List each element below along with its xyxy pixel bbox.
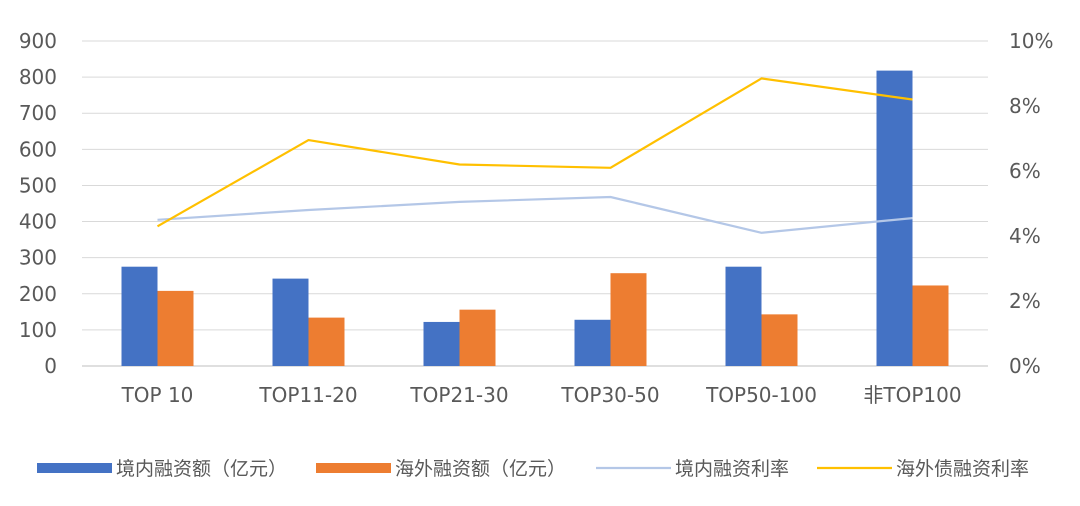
bar-domestic xyxy=(574,319,611,366)
bar-domestic xyxy=(121,266,158,366)
line-overseas-rate xyxy=(156,77,913,228)
category-axis-ticks: TOP 10 TOP11-20 TOP21-30 TOP30-50 TOP50-100 非… xyxy=(121,383,962,407)
right-axis-tick-label: 8% xyxy=(1009,94,1041,118)
right-axis-ticks: 0% 2% 4% 6% 8% 10% xyxy=(1009,29,1053,378)
bar-overseas xyxy=(610,273,647,366)
left-axis-tick-label: 100 xyxy=(19,318,57,342)
bar-overseas xyxy=(761,314,798,366)
bar-overseas xyxy=(157,290,194,366)
left-axis-ticks: 0 100 200 300 400 500 600 700 800 900 xyxy=(19,29,57,378)
bar-domestic xyxy=(423,321,460,366)
legend: 境内融资额（亿元） 海外融资额（亿元） 境内融资利率 海外债融资利率 xyxy=(37,458,1029,480)
left-axis-tick-label: 800 xyxy=(19,65,57,89)
category-label: TOP50-100 xyxy=(705,383,817,407)
line-domestic-rate xyxy=(157,195,913,234)
category-label: TOP 10 xyxy=(121,383,194,407)
category-label: TOP21-30 xyxy=(409,383,508,407)
category-label: TOP30-50 xyxy=(560,383,659,407)
right-axis-tick-label: 0% xyxy=(1009,354,1041,378)
bar-series xyxy=(121,70,949,366)
right-axis-tick-label: 6% xyxy=(1009,159,1041,183)
left-axis-tick-label: 700 xyxy=(19,101,57,125)
left-axis-tick-label: 0 xyxy=(44,354,57,378)
left-axis-tick-label: 200 xyxy=(19,282,57,306)
legend-swatch-bar xyxy=(316,463,391,473)
left-axis-tick-label: 600 xyxy=(19,137,57,161)
right-axis-tick-label: 4% xyxy=(1009,224,1041,248)
category-label: TOP11-20 xyxy=(258,383,357,407)
bar-overseas xyxy=(912,285,949,366)
right-axis-tick-label: 2% xyxy=(1009,289,1041,313)
left-axis-tick-label: 900 xyxy=(19,29,57,53)
left-axis-tick-label: 400 xyxy=(19,210,57,234)
left-axis-tick-label: 300 xyxy=(19,246,57,270)
left-axis-tick-label: 500 xyxy=(19,173,57,197)
legend-swatch-bar xyxy=(37,463,112,473)
legend-label: 海外债融资利率 xyxy=(896,458,1029,480)
legend-label: 海外融资额（亿元） xyxy=(395,458,566,480)
bar-domestic xyxy=(725,266,762,366)
right-axis-tick-label: 10% xyxy=(1009,29,1053,53)
legend-label: 境内融资额（亿元） xyxy=(116,458,287,480)
gridlines xyxy=(82,40,988,367)
category-label: 非TOP100 xyxy=(863,383,961,407)
bar-overseas xyxy=(308,317,345,366)
bar-overseas xyxy=(459,309,496,366)
line-series xyxy=(156,77,913,234)
legend-label: 境内融资利率 xyxy=(675,458,789,480)
bar-domestic xyxy=(272,278,309,366)
